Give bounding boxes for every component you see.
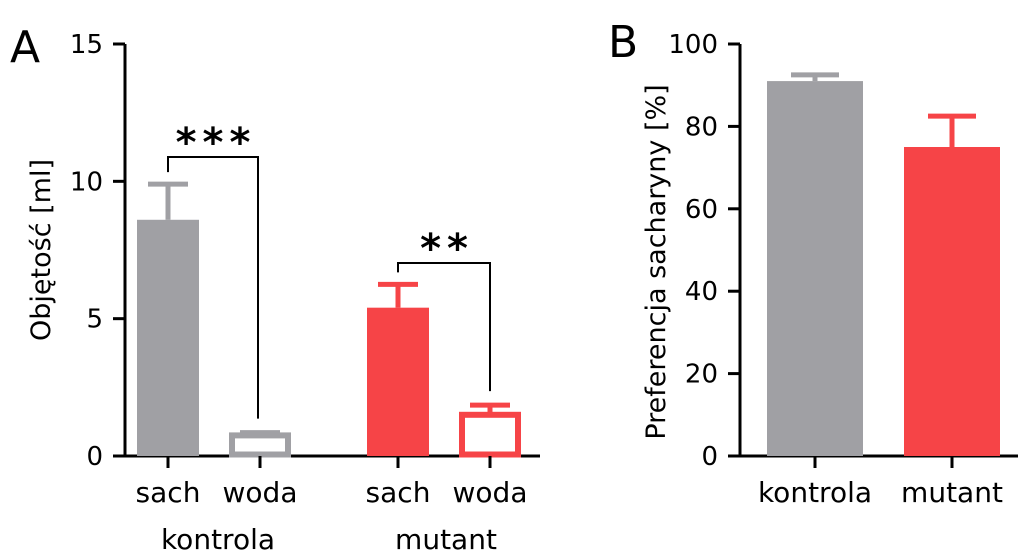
panel-b-y-tick-label: 20 [685,360,718,390]
panel-a-significance-bracket [397,262,491,392]
panel-a-y-tick-label: 0 [86,442,103,472]
panel-a-y-tick-label: 5 [86,305,103,335]
panel-a-y-tick-label: 15 [70,30,103,60]
panel-a-bar-label: sach [366,476,431,509]
panel-a: A Objętość [ml] 0 5 10 15 sach woda kontrola **… [10,22,540,556]
panel-a-bar [367,307,429,456]
panel-a-bar-label: sach [136,476,201,509]
panel-a-group-label: mutant [395,523,497,556]
panel-b-bar [767,81,863,456]
panel-b-y-axis-title: Preferencja sacharyny [%] [641,84,672,439]
panel-a-y-tick-label: 10 [70,167,103,197]
panel-b-letter: B [608,17,638,68]
panel-a-marks: 0 5 10 15 sach woda kontrola *** sach woda mutant *… [70,30,540,556]
panel-b-bar [904,147,1000,456]
panel-b-y-tick-label: 0 [701,442,718,472]
panel-a-bar-label: woda [453,476,528,509]
panel-b-marks: 0 20 40 60 80 100 kontrola mutant [668,30,1018,509]
panel-a-letter: A [10,22,40,73]
panel-a-bar [459,411,521,458]
panel-a-bar [229,432,291,458]
panel-a-group-label: kontrola [161,523,275,556]
panel-b: B Preferencja sacharyny [%] 0 20 40 60 80 100… [608,17,1018,509]
panel-b-y-tick-label: 100 [668,30,718,60]
panel-b-bar-label: kontrola [758,476,872,509]
panel-b-y-tick-label: 80 [685,112,718,142]
panel-a-significance-bracket [167,156,259,419]
panel-b-y-tick-label: 60 [685,195,718,225]
panel-a-bar [137,219,199,456]
panel-a-significance-label: *** [176,120,257,166]
panel-b-bar-label: mutant [901,476,1003,509]
panel-a-y-axis-title: Objętość [ml] [26,159,57,341]
panel-a-bar-label: woda [223,476,298,509]
panel-a-significance-label: ** [420,226,474,272]
panel-b-y-tick-label: 40 [685,277,718,307]
